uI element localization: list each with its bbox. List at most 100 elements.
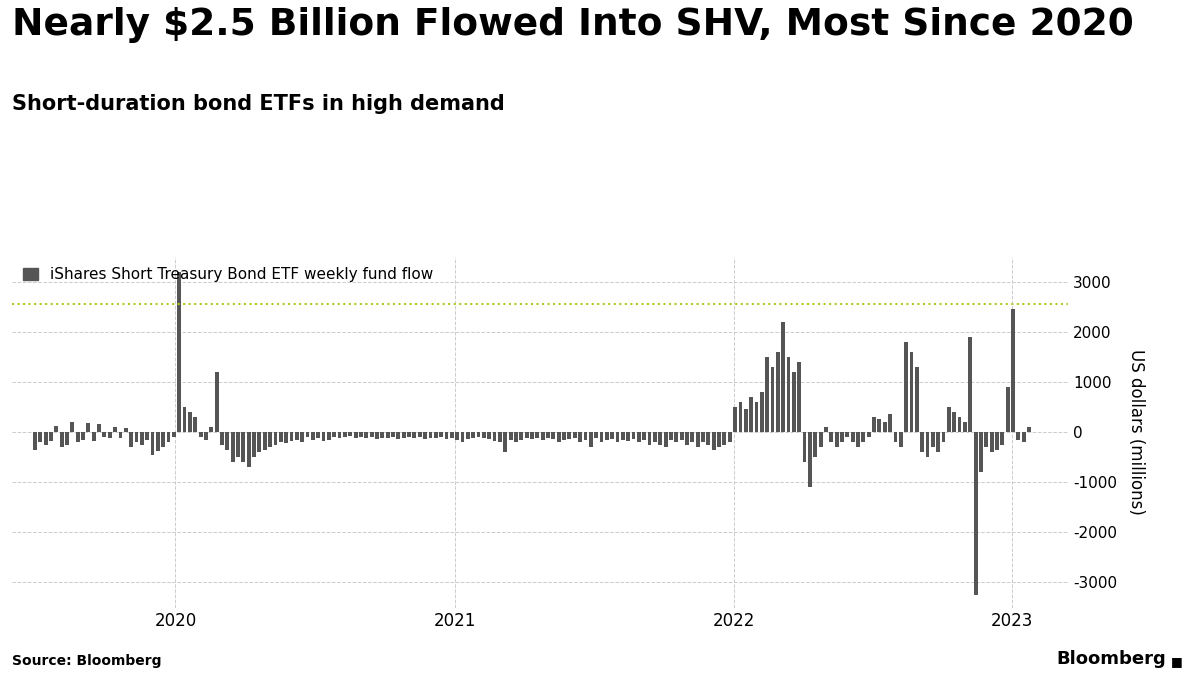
Bar bbox=[546, 432, 550, 438]
Bar bbox=[520, 432, 523, 439]
Bar bbox=[91, 432, 96, 441]
Bar bbox=[514, 432, 518, 442]
Bar bbox=[766, 357, 769, 432]
Bar bbox=[407, 432, 410, 437]
Bar bbox=[311, 432, 314, 439]
Bar bbox=[450, 432, 454, 437]
Bar bbox=[936, 432, 940, 452]
Bar bbox=[770, 367, 774, 432]
Bar bbox=[1016, 432, 1020, 439]
Bar bbox=[910, 352, 913, 432]
Bar bbox=[113, 427, 116, 432]
Bar bbox=[193, 417, 197, 432]
Bar bbox=[990, 432, 994, 452]
Bar bbox=[552, 432, 556, 439]
Bar bbox=[648, 432, 652, 445]
Bar bbox=[797, 362, 802, 432]
Bar bbox=[461, 432, 464, 442]
Bar bbox=[370, 432, 373, 437]
Bar bbox=[728, 432, 732, 442]
Bar bbox=[38, 432, 42, 442]
Bar bbox=[156, 432, 160, 451]
Bar bbox=[424, 432, 427, 439]
Bar bbox=[829, 432, 833, 442]
Bar bbox=[434, 432, 438, 438]
Bar bbox=[808, 432, 812, 487]
Bar bbox=[589, 432, 593, 447]
Bar bbox=[337, 432, 342, 438]
Bar bbox=[851, 432, 854, 442]
Bar bbox=[600, 432, 604, 442]
Bar bbox=[391, 432, 395, 437]
Bar bbox=[894, 432, 898, 442]
Bar bbox=[557, 432, 560, 442]
Bar bbox=[332, 432, 336, 437]
Bar bbox=[130, 432, 133, 447]
Bar bbox=[140, 432, 144, 445]
Text: Source: Bloomberg: Source: Bloomberg bbox=[12, 654, 162, 668]
Bar bbox=[670, 432, 673, 439]
Bar bbox=[493, 432, 497, 441]
Bar bbox=[749, 397, 754, 432]
Bar bbox=[317, 432, 320, 438]
Bar bbox=[616, 432, 619, 442]
Bar bbox=[199, 432, 203, 437]
Bar bbox=[679, 432, 684, 439]
Bar bbox=[738, 402, 743, 432]
Bar bbox=[1027, 427, 1031, 432]
Bar bbox=[278, 432, 283, 442]
Bar bbox=[883, 422, 887, 432]
Bar bbox=[653, 432, 656, 442]
Bar bbox=[60, 432, 64, 447]
Bar bbox=[359, 432, 362, 437]
Bar bbox=[300, 432, 304, 442]
Bar bbox=[226, 432, 229, 450]
Bar bbox=[498, 432, 502, 442]
Bar bbox=[428, 432, 432, 437]
Bar bbox=[995, 432, 998, 450]
Bar bbox=[1022, 432, 1026, 442]
Bar bbox=[241, 432, 245, 462]
Bar bbox=[620, 432, 625, 439]
Bar bbox=[230, 432, 234, 462]
Bar bbox=[925, 432, 930, 457]
Bar bbox=[744, 410, 748, 432]
Bar bbox=[326, 432, 331, 439]
Bar bbox=[43, 432, 48, 445]
Bar bbox=[385, 432, 390, 438]
Bar bbox=[102, 432, 107, 437]
Bar bbox=[701, 432, 704, 442]
Bar bbox=[124, 428, 127, 432]
Bar bbox=[161, 432, 166, 447]
Bar bbox=[49, 432, 53, 441]
Bar bbox=[674, 432, 678, 442]
Bar bbox=[631, 432, 636, 439]
Bar bbox=[690, 432, 695, 442]
Bar bbox=[953, 412, 956, 432]
Bar bbox=[942, 432, 946, 442]
Bar bbox=[455, 432, 460, 439]
Bar bbox=[535, 432, 539, 438]
Bar bbox=[642, 432, 646, 439]
Bar bbox=[188, 412, 192, 432]
Bar bbox=[71, 422, 74, 432]
Bar bbox=[562, 432, 566, 439]
Text: Short-duration bond ETFs in high demand: Short-duration bond ETFs in high demand bbox=[12, 95, 505, 115]
Bar bbox=[814, 432, 817, 457]
Bar bbox=[818, 432, 822, 447]
Bar bbox=[718, 432, 721, 447]
Bar bbox=[733, 407, 737, 432]
Bar bbox=[418, 432, 421, 437]
Bar bbox=[685, 432, 689, 445]
Bar bbox=[984, 432, 989, 447]
Bar bbox=[583, 432, 587, 439]
Bar bbox=[54, 426, 58, 432]
Bar bbox=[524, 432, 528, 438]
Bar bbox=[637, 432, 641, 442]
Bar bbox=[792, 372, 796, 432]
Bar bbox=[354, 432, 358, 438]
Bar bbox=[594, 432, 598, 438]
Bar bbox=[413, 432, 416, 438]
Bar bbox=[119, 432, 122, 438]
Bar bbox=[979, 432, 983, 472]
